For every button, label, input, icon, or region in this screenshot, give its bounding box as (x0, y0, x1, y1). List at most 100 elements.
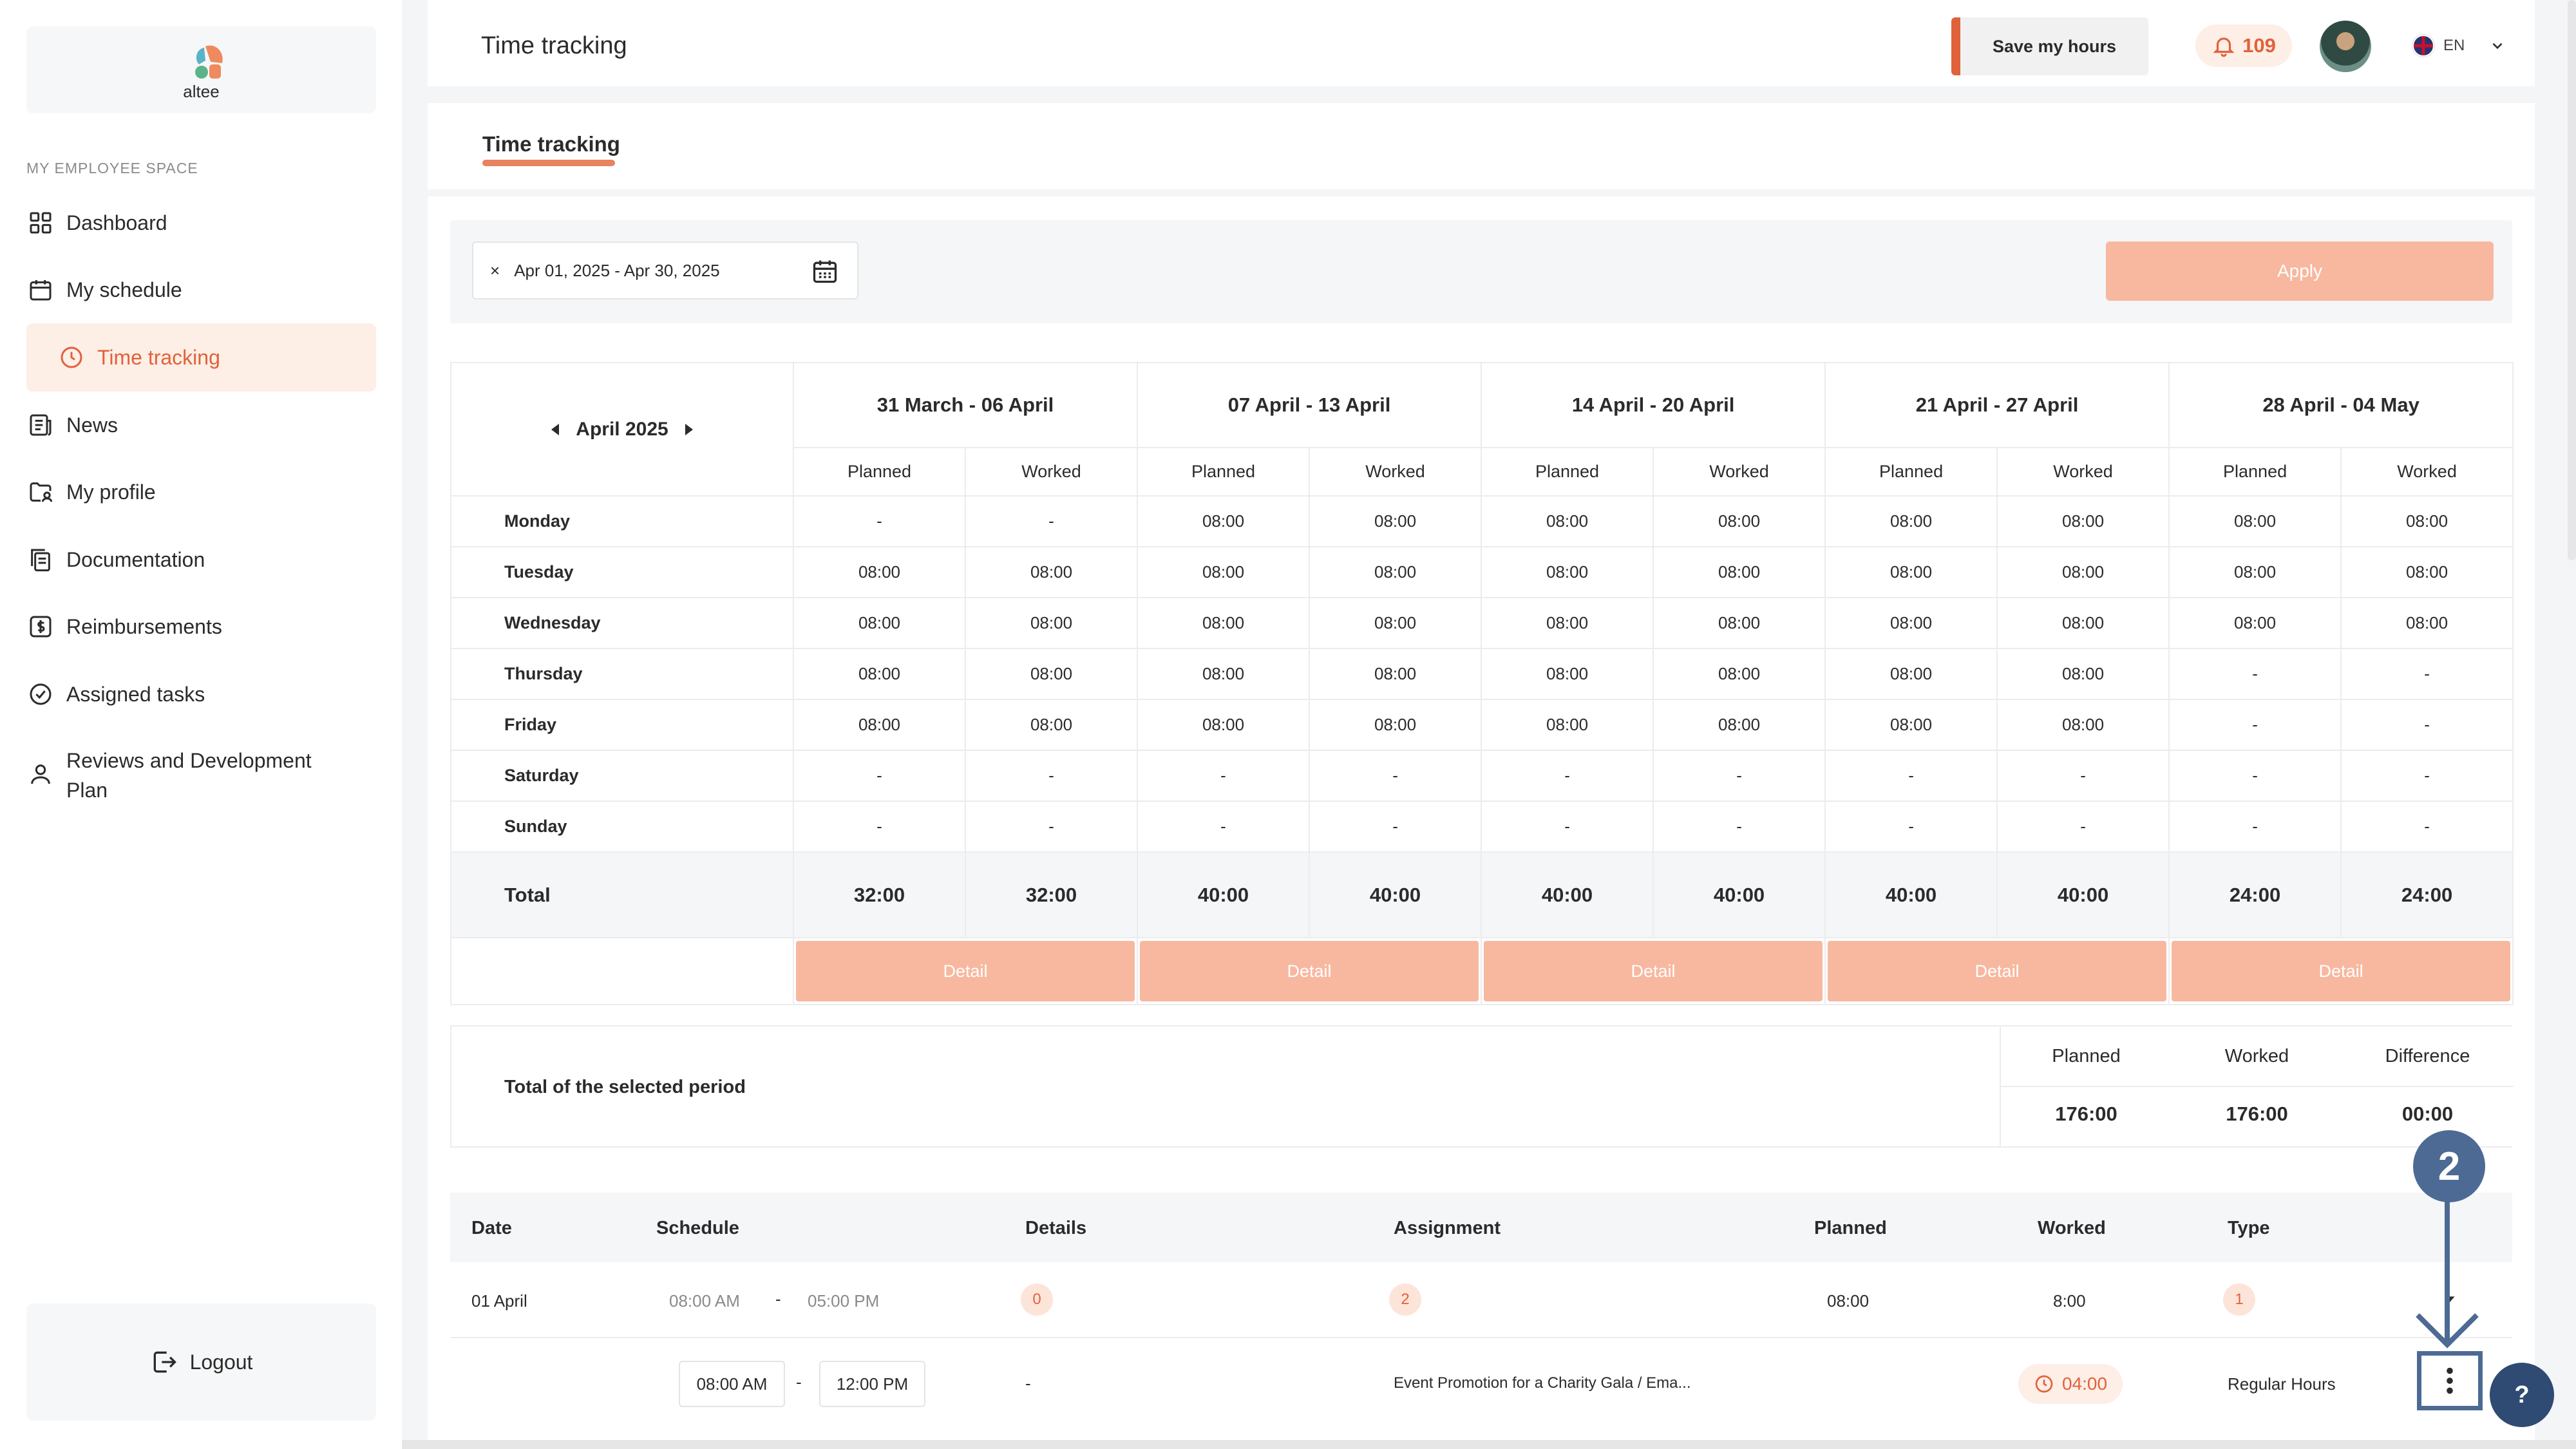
period-summary: Total of the selected period Planned Wor… (450, 1025, 2514, 1148)
total-label: Total (450, 851, 794, 938)
apply-button[interactable]: Apply (2106, 242, 2494, 301)
logo[interactable]: altee (26, 26, 376, 113)
sidebar-item-label: News (66, 413, 118, 437)
hours-cell: 08:00 (2340, 546, 2514, 598)
hours-cell: 08:00 (793, 648, 966, 700)
detail-button[interactable]: Detail (2172, 941, 2511, 1001)
language-selector[interactable]: EN (2405, 26, 2514, 66)
logout-button[interactable]: Logout (26, 1303, 376, 1421)
hours-cell: - (1824, 800, 1998, 853)
next-month-icon[interactable] (685, 423, 693, 435)
day-label: Thursday (450, 648, 794, 700)
entry-detail-row: 08:00 AM - 12:00 PM - Event Promotion fo… (450, 1338, 2512, 1428)
hours-cell: 08:00 (964, 648, 1139, 700)
hours-cell: 08:00 (1653, 648, 1826, 700)
hours-cell: 08:00 (1309, 648, 1482, 700)
hours-cell: - (2340, 699, 2514, 751)
avatar[interactable] (2320, 21, 2371, 72)
calendar-icon (26, 276, 55, 304)
total-cell: 40:00 (1137, 851, 1311, 938)
column-details: Details (1025, 1218, 1087, 1238)
detail-button[interactable]: Detail (1484, 941, 1823, 1001)
month-navigator: April 2025 (450, 362, 794, 497)
sidebar-item-dashboard[interactable]: Dashboard (26, 189, 376, 257)
sidebar-item-time-tracking[interactable]: Time tracking (26, 323, 376, 392)
sidebar-section-label: MY EMPLOYEE SPACE (26, 160, 198, 176)
sidebar-item-assigned-tasks[interactable]: Assigned tasks (26, 660, 376, 728)
logout-icon (150, 1348, 178, 1376)
sub-header-planned: Planned (793, 447, 966, 497)
calendar-icon[interactable] (811, 257, 839, 285)
hours-cell: 08:00 (1996, 699, 2170, 751)
sub-header-planned: Planned (1824, 447, 1998, 497)
period-planned-header: Planned (2052, 1046, 2121, 1066)
sidebar-item-label: My profile (66, 480, 156, 504)
period-worked-header: Worked (2224, 1046, 2289, 1066)
sidebar-item-my-schedule[interactable]: My schedule (26, 256, 376, 324)
clock-icon (2035, 1375, 2053, 1393)
hours-cell: 08:00 (1309, 699, 1482, 751)
newspaper-icon (26, 411, 55, 439)
day-row: Saturday - - - - - - - - - - (450, 750, 2514, 802)
sidebar-item-my-profile[interactable]: My profile (26, 458, 376, 526)
details-count-badge[interactable]: 0 (1021, 1283, 1053, 1316)
filter-bar: × Apr 01, 2025 - Apr 30, 2025 Apply (450, 220, 2512, 323)
sidebar-item-reimbursements[interactable]: Reimbursements (26, 592, 376, 661)
notifications-button[interactable]: 109 (2195, 24, 2292, 67)
sidebar-item-label: Time tracking (97, 345, 220, 369)
day-label: Wednesday (450, 597, 794, 649)
column-planned: Planned (1814, 1218, 1887, 1238)
sidebar-item-label: My schedule (66, 278, 182, 301)
vertical-scrollbar[interactable] (2568, 0, 2576, 560)
detail-button[interactable]: Detail (796, 941, 1135, 1001)
hours-cell: - (964, 800, 1139, 853)
date-range-input[interactable]: × Apr 01, 2025 - Apr 30, 2025 (472, 242, 858, 299)
detail-button[interactable]: Detail (1828, 941, 2167, 1001)
sidebar-item-news[interactable]: News (26, 391, 376, 459)
hours-cell: - (1996, 750, 2170, 802)
previous-month-icon[interactable] (551, 423, 560, 435)
hours-cell: - (1137, 750, 1311, 802)
week-header: 14 April - 20 April (1481, 362, 1826, 448)
clear-date-icon[interactable]: × (490, 260, 500, 280)
detail-button[interactable]: Detail (1140, 941, 1479, 1001)
help-button[interactable]: ? (2490, 1363, 2554, 1427)
assignment-count-badge[interactable]: 2 (1389, 1283, 1421, 1316)
sidebar-item-label: Reviews and Development Plan (66, 749, 312, 802)
save-hours-button[interactable]: Save my hours (1951, 17, 2148, 75)
annotation-arrow (2416, 1199, 2479, 1349)
worked-time-badge: 04:00 (2018, 1364, 2123, 1404)
sub-header-worked: Worked (1653, 447, 1826, 497)
schedule-separator: - (796, 1372, 802, 1392)
day-label: Monday (450, 495, 794, 547)
hours-cell: - (1653, 750, 1826, 802)
sidebar-item-label: Reimbursements (66, 614, 222, 638)
total-cell: 24:00 (2340, 851, 2514, 938)
hours-cell: - (1481, 800, 1654, 853)
hours-cell: 08:00 (964, 699, 1139, 751)
sidebar-item-label: Documentation (66, 547, 205, 571)
tab-time-tracking[interactable]: Time tracking (482, 132, 620, 156)
day-label: Sunday (450, 800, 794, 853)
entry-day-row[interactable]: 01 April 08:00 AM - 05:00 PM 0 2 08:00 8… (450, 1262, 2512, 1338)
sub-header-worked: Worked (1309, 447, 1482, 497)
end-time-input[interactable]: 12:00 PM (819, 1361, 925, 1407)
day-row: Thursday 08:00 08:00 08:00 08:00 08:00 08:00 08… (450, 648, 2514, 700)
type-count-badge[interactable]: 1 (2223, 1283, 2255, 1316)
hours-cell: 08:00 (1137, 546, 1311, 598)
hours-cell: 08:00 (964, 546, 1139, 598)
entries-header: Date Schedule Details Assignment Planned… (450, 1193, 2512, 1262)
hours-cell: 08:00 (1137, 699, 1311, 751)
sidebar-item-documentation[interactable]: Documentation (26, 526, 376, 594)
entry-worked: 8:00 (2053, 1291, 2086, 1311)
row-actions-button[interactable] (2417, 1351, 2483, 1410)
period-difference-header: Difference (2385, 1046, 2470, 1066)
uk-flag-icon (2412, 35, 2434, 57)
hours-cell: 08:00 (793, 546, 966, 598)
sidebar-item-reviews[interactable]: Reviews and Development Plan (26, 741, 376, 809)
hours-cell: 08:00 (1481, 648, 1654, 700)
hours-cell: - (2340, 800, 2514, 853)
sidebar-item-label: Assigned tasks (66, 682, 205, 706)
start-time-input[interactable]: 08:00 AM (679, 1361, 785, 1407)
horizontal-scrollbar[interactable] (402, 1440, 2576, 1449)
